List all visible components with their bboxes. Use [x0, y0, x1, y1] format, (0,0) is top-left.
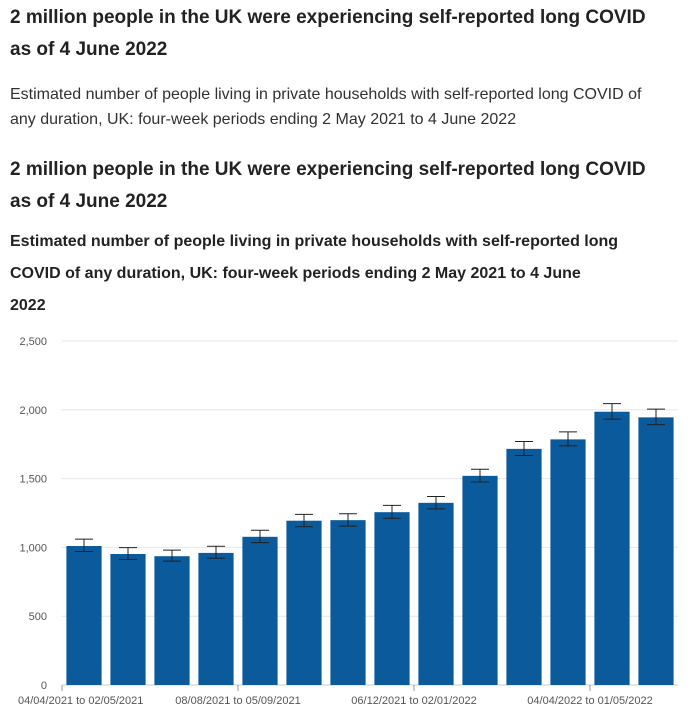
y-tick-label: 1,000	[19, 542, 47, 554]
x-tick-label: 06/12/2021 to 02/01/2022	[351, 695, 476, 707]
bar	[462, 475, 498, 685]
y-tick-label: 500	[29, 611, 47, 623]
bar	[66, 546, 102, 685]
x-tick-label: 04/04/2021 to 02/05/2021	[18, 695, 143, 707]
bar	[594, 411, 630, 685]
bar	[242, 536, 278, 685]
y-tick-label: 2,000	[19, 405, 47, 417]
bar	[110, 554, 146, 685]
page-subtitle: Estimated number of people living in pri…	[10, 86, 642, 128]
bar	[330, 520, 366, 685]
x-tick-label: 04/04/2022 to 01/05/2022	[527, 695, 652, 707]
bar	[286, 520, 322, 685]
bar	[506, 448, 542, 685]
chart-headline: 2 million people in the UK were experien…	[10, 159, 646, 212]
y-tick-label: 2,500	[19, 336, 47, 348]
bar	[418, 502, 454, 685]
chart-title: Estimated number of people living in pri…	[10, 233, 619, 314]
page-headline: 2 million people in the UK were experien…	[10, 7, 646, 60]
bar	[550, 439, 586, 685]
y-tick-label: 1,500	[19, 474, 47, 486]
y-tick-label: 0	[41, 680, 47, 692]
bar	[638, 417, 674, 685]
x-tick-label: 08/08/2021 to 05/09/2021	[175, 695, 300, 707]
bar	[374, 512, 410, 685]
bar-chart: 0 500 1,000 1,500 2,000 2,500 04/04/2021 to 02…	[18, 336, 678, 707]
bar	[154, 556, 190, 685]
bar	[198, 552, 234, 685]
